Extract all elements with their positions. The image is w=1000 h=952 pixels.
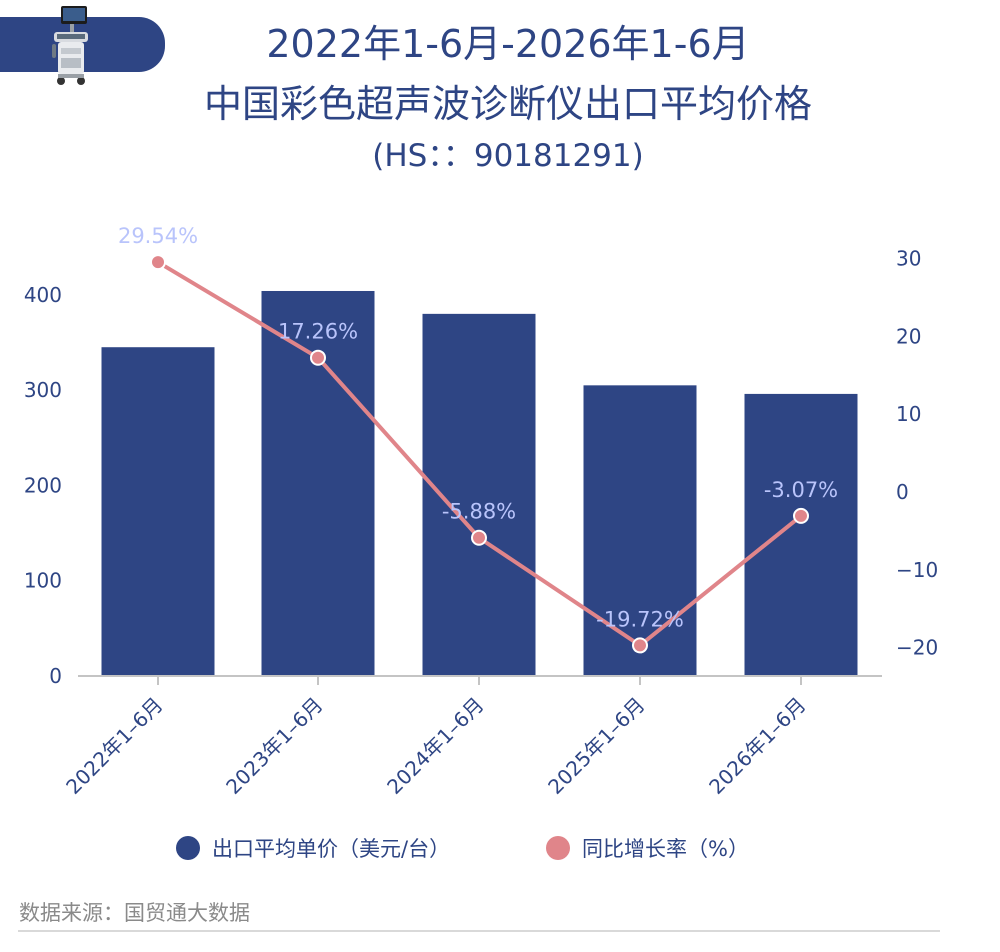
y-left-tick-100: 100 <box>24 569 62 593</box>
legend: 出口平均单价（美元/台） 同比增长率（%） <box>0 833 1000 865</box>
chart-subtitle-hs-code: (HS：：90181291) <box>372 138 644 174</box>
growth-point-3 <box>471 529 487 546</box>
chart-title-line2: 中国彩色超声波诊断仪出口平均价格 <box>203 82 812 126</box>
bar-1 <box>101 347 215 676</box>
y-left-tick-0: 0 <box>49 664 62 688</box>
growth-label-4: -19.72% <box>596 607 684 631</box>
legend-item-growth: 同比增长率（%） <box>546 833 749 863</box>
x-tick-label-5: 2026年1–6月 <box>704 693 810 799</box>
legend-label-growth: 同比增长率（%） <box>582 837 749 861</box>
footer-divider <box>18 930 940 932</box>
y-left-tick-300: 300 <box>24 378 62 402</box>
x-tick-label-3: 2024年1–6月 <box>382 693 488 799</box>
bar-4 <box>583 385 697 676</box>
y-left-tick-400: 400 <box>24 283 62 307</box>
growth-label-3: -5.88% <box>442 500 516 524</box>
y-right-tick-0: 0 <box>896 480 909 504</box>
x-tick-label-2: 2023年1–6月 <box>221 693 327 799</box>
y-right-tick-10: 10 <box>896 402 921 426</box>
legend-dot-price <box>176 836 200 860</box>
bar-2 <box>261 290 375 676</box>
y-right-tick-20: 20 <box>896 324 921 348</box>
growth-label-5: -3.07% <box>764 478 838 502</box>
ultrasound-machine-icon <box>52 6 88 85</box>
growth-label-1: 29.54% <box>118 224 198 248</box>
y-right-tick--10: −10 <box>896 558 938 582</box>
x-tick-label-1: 2022年1–6月 <box>61 693 167 799</box>
y-right-tick-30: 30 <box>896 247 921 271</box>
growth-point-2 <box>310 349 326 366</box>
legend-dot-growth <box>546 836 570 860</box>
y-right-tick--20: −20 <box>896 636 938 660</box>
growth-label-2: 17.26% <box>278 320 358 344</box>
legend-item-price: 出口平均单价（美元/台） <box>176 833 450 863</box>
chart-title-line1: 2022年1-6月-2026年1-6月 <box>266 22 750 66</box>
growth-point-4 <box>632 637 648 654</box>
bar-5 <box>744 393 858 676</box>
y-left-tick-200: 200 <box>24 473 62 497</box>
data-source-note: 数据来源：国贸通大数据 <box>19 901 250 925</box>
legend-label-price: 出口平均单价（美元/台） <box>212 837 451 861</box>
growth-point-1 <box>150 254 166 271</box>
x-tick-label-4: 2025年1–6月 <box>543 693 649 799</box>
growth-point-5 <box>793 507 809 524</box>
chart-plot: 2022年1–6月 2023年1–6月 2024年1–6月 2025年1–6月 2026… <box>24 224 938 799</box>
